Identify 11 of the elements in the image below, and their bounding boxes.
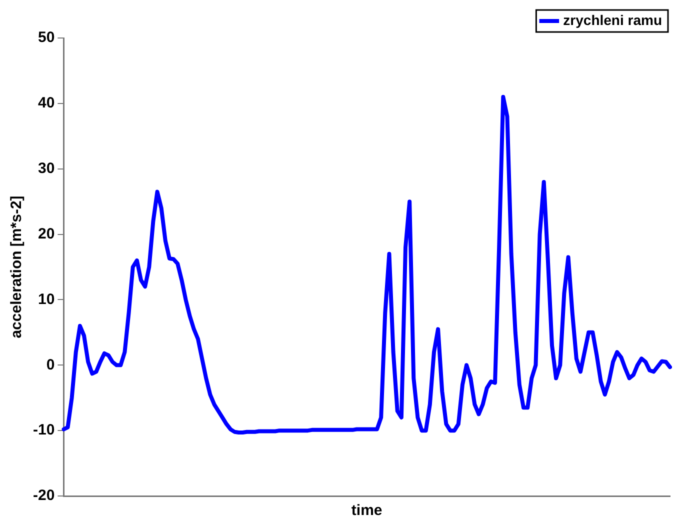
y-axis-title: acceleration [m*s-2] bbox=[8, 196, 26, 338]
y-tick-label: -10 bbox=[32, 422, 55, 439]
y-tick-label: 50 bbox=[38, 29, 55, 46]
y-tick-label: -20 bbox=[32, 487, 55, 504]
y-tick-label: 40 bbox=[38, 94, 55, 112]
y-tick-label: 20 bbox=[38, 225, 55, 242]
legend-label: zrychleni ramu bbox=[563, 12, 662, 28]
y-tick-label: 0 bbox=[46, 356, 55, 374]
x-axis-title: time bbox=[351, 502, 382, 520]
y-tick-label: 30 bbox=[38, 160, 55, 177]
y-tick-label: 10 bbox=[38, 290, 55, 308]
